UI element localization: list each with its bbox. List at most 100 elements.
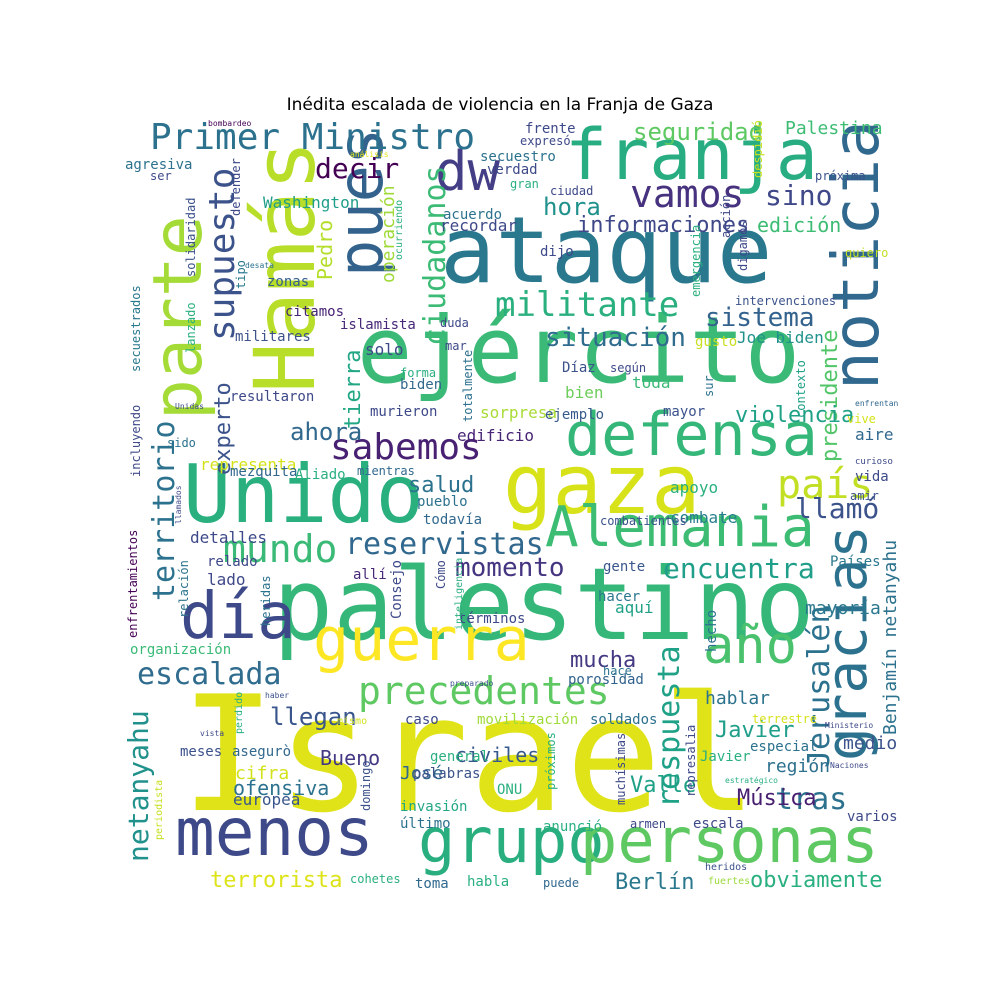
word: bombardeo bbox=[208, 120, 252, 128]
word: mientras bbox=[357, 464, 415, 478]
word: especial bbox=[750, 739, 818, 755]
word: heridos bbox=[705, 862, 748, 873]
word: mucha bbox=[570, 648, 637, 673]
word: relación bbox=[177, 560, 191, 618]
word: representa bbox=[200, 455, 297, 474]
word: Israel bbox=[180, 661, 758, 848]
word: amir bbox=[850, 489, 879, 503]
word: defender bbox=[229, 158, 243, 216]
word: general bbox=[430, 749, 490, 765]
word: quiero bbox=[845, 246, 889, 260]
word: ataque bbox=[440, 197, 773, 304]
word: bien bbox=[565, 383, 604, 402]
word: haber bbox=[265, 691, 290, 700]
word: represalia bbox=[684, 724, 698, 797]
word: estratégico bbox=[725, 776, 778, 785]
word: día bbox=[180, 580, 296, 654]
word: sur bbox=[702, 375, 716, 397]
word: tras bbox=[775, 782, 848, 817]
word: civiles bbox=[455, 743, 540, 767]
word: precedentes bbox=[358, 669, 610, 713]
word: lanzado bbox=[184, 302, 198, 353]
word: guerra bbox=[313, 605, 530, 675]
word: incluyendo bbox=[129, 404, 143, 477]
word: toda bbox=[632, 373, 671, 392]
word: vida bbox=[855, 469, 889, 485]
word: Consejo bbox=[389, 559, 405, 619]
word: reservistas bbox=[345, 527, 544, 562]
word: informaciones bbox=[577, 213, 750, 238]
word: hacer bbox=[598, 589, 641, 605]
word: fuertes bbox=[708, 876, 751, 887]
word: sabemos bbox=[330, 427, 482, 468]
word: Unido bbox=[183, 448, 424, 541]
word: acuerdo bbox=[443, 207, 503, 223]
word: menos bbox=[175, 794, 374, 871]
word: escalada bbox=[137, 657, 282, 692]
word: sino bbox=[765, 179, 833, 212]
word: llamó bbox=[795, 492, 880, 525]
word: ocurriendo bbox=[394, 199, 405, 260]
word: términos bbox=[458, 611, 526, 627]
word: biden bbox=[400, 377, 443, 393]
word: Valle bbox=[630, 773, 697, 798]
word: habla bbox=[467, 874, 510, 890]
word: cifra bbox=[235, 763, 290, 784]
word: inteligencia bbox=[454, 557, 465, 630]
word: perdido bbox=[234, 691, 245, 734]
word: año bbox=[703, 616, 797, 676]
word: invasión bbox=[400, 799, 468, 815]
word: mayoría bbox=[805, 598, 881, 619]
word: varios bbox=[847, 809, 898, 825]
word: encuentra bbox=[663, 552, 815, 585]
word: Bueno bbox=[320, 746, 381, 770]
word: Berlín bbox=[615, 870, 695, 895]
word: terrorista bbox=[210, 868, 343, 893]
word: gente bbox=[603, 559, 646, 575]
word: expresó bbox=[520, 134, 571, 148]
word: Javier bbox=[715, 718, 795, 743]
word: dw bbox=[435, 140, 501, 203]
word: citamos bbox=[285, 304, 345, 320]
word: Alemania bbox=[545, 495, 815, 560]
word: aquí bbox=[615, 598, 654, 617]
word: acción bbox=[719, 194, 733, 238]
word: próximos bbox=[544, 732, 558, 790]
word: vamos bbox=[630, 172, 745, 216]
word: Primer Ministro bbox=[150, 120, 476, 158]
word: Cómo bbox=[434, 560, 448, 589]
word: análisis bbox=[350, 150, 389, 159]
word: medio bbox=[843, 733, 898, 754]
word: país bbox=[777, 462, 874, 508]
word: solidaridad bbox=[184, 197, 198, 277]
word: toma bbox=[415, 876, 449, 892]
wordcloud-canvas: Israel palestino ataque ejército Hamás Unido g… bbox=[125, 120, 900, 895]
word: secuestro bbox=[480, 149, 556, 165]
word: militante bbox=[495, 285, 680, 325]
word: enfrentamientos bbox=[126, 529, 140, 638]
word: llamados bbox=[174, 485, 183, 524]
word: hablar bbox=[705, 688, 771, 709]
word: todavía bbox=[423, 512, 483, 528]
word: apoyo bbox=[670, 478, 719, 497]
word: relado bbox=[207, 554, 258, 570]
word: periodista bbox=[154, 779, 165, 840]
word: escala bbox=[693, 816, 744, 832]
word: domingo bbox=[359, 760, 373, 811]
word: secuestrados bbox=[129, 285, 143, 372]
word: edificio bbox=[457, 426, 535, 445]
word: Ministerio bbox=[825, 721, 874, 730]
word: mundo bbox=[223, 527, 338, 571]
word: Joe biden bbox=[737, 328, 824, 347]
word: sistema bbox=[705, 303, 815, 333]
word: ser bbox=[150, 169, 172, 183]
word: hora bbox=[543, 193, 601, 221]
word: murieron bbox=[370, 404, 438, 420]
word: forma bbox=[400, 366, 437, 380]
word: puede bbox=[543, 876, 580, 890]
word: sorpresa bbox=[480, 403, 558, 422]
word: aire bbox=[855, 425, 894, 444]
word: Naciones bbox=[830, 761, 869, 770]
word: asegurò bbox=[232, 744, 292, 760]
word: totalmente bbox=[461, 349, 475, 422]
